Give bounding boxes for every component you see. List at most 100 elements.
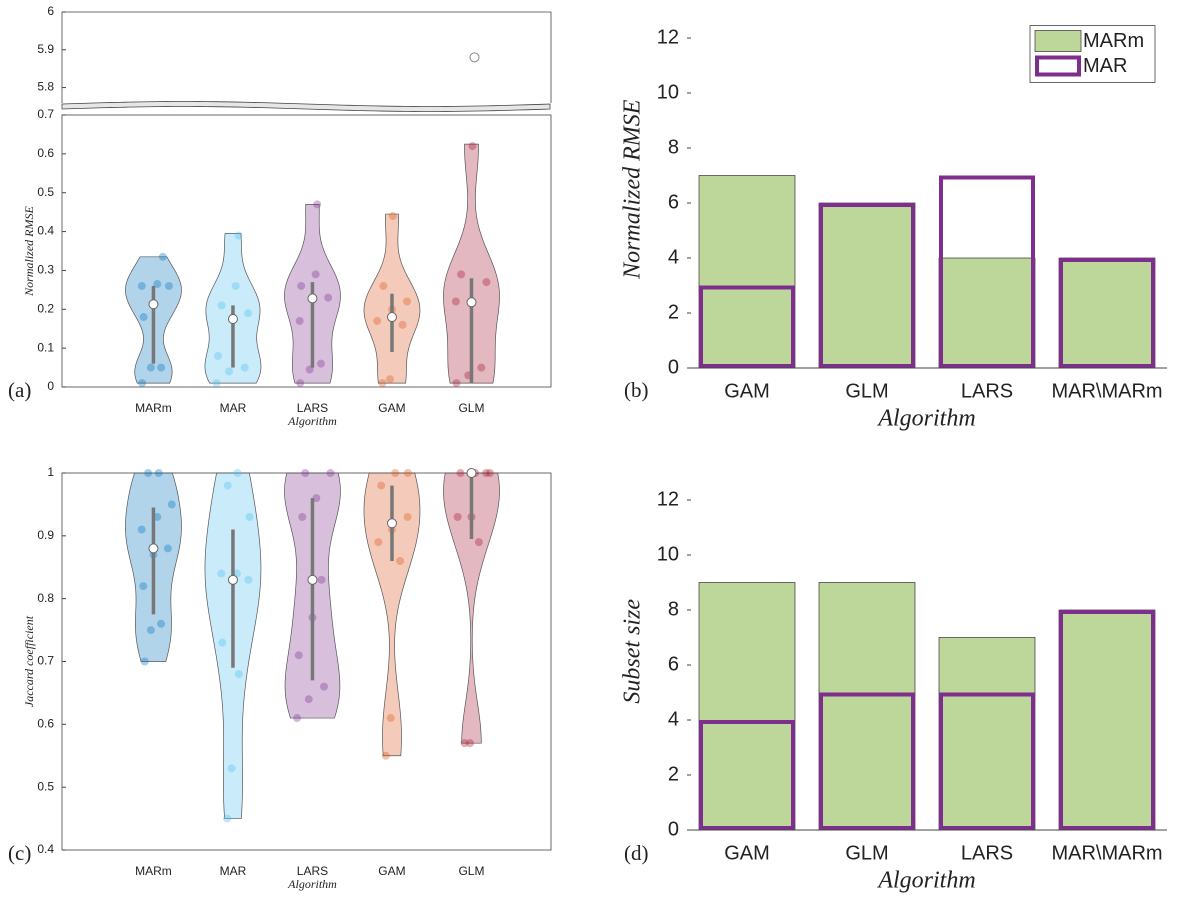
median-marker bbox=[148, 543, 159, 554]
upper-axes-box bbox=[61, 11, 552, 103]
x-tick-label: GAM bbox=[724, 842, 770, 864]
legend-label: MAR bbox=[1083, 55, 1127, 77]
data-point bbox=[144, 469, 153, 477]
data-point bbox=[316, 359, 325, 368]
data-point bbox=[403, 512, 412, 521]
data-point bbox=[451, 297, 460, 306]
data-point bbox=[234, 670, 243, 679]
data-point bbox=[244, 309, 253, 318]
data-point bbox=[377, 481, 386, 490]
x-tick-label: MAR bbox=[220, 401, 247, 415]
violin-body bbox=[363, 472, 421, 757]
bar-outline bbox=[819, 203, 915, 368]
bar bbox=[1058, 609, 1156, 831]
data-point bbox=[158, 252, 167, 261]
x-axis-label: Algorithm bbox=[287, 877, 337, 891]
data-point bbox=[319, 682, 328, 691]
y-tick-label: 5.8 bbox=[37, 80, 54, 94]
data-point bbox=[477, 363, 486, 372]
median-marker bbox=[227, 574, 238, 585]
bar-outline bbox=[1059, 610, 1155, 830]
data-point bbox=[137, 525, 146, 534]
x-tick-label: LARS bbox=[297, 401, 328, 415]
bar-outline bbox=[939, 692, 1035, 830]
y-tick-label: 8 bbox=[668, 598, 679, 620]
data-point bbox=[153, 512, 162, 521]
x-tick-label: MAR bbox=[220, 864, 247, 878]
data-point bbox=[317, 575, 326, 584]
y-tick-label: 2 bbox=[668, 301, 679, 323]
data-point bbox=[403, 469, 412, 477]
y-tick-label: 10 bbox=[657, 543, 679, 565]
data-point bbox=[137, 281, 146, 290]
median-marker bbox=[307, 574, 318, 585]
legend-swatch bbox=[1035, 55, 1081, 77]
data-point bbox=[482, 469, 491, 477]
data-point bbox=[217, 569, 226, 578]
y-axis-label: Normalized RMSE bbox=[22, 206, 36, 297]
data-point bbox=[214, 351, 223, 360]
data-point bbox=[482, 278, 491, 287]
data-point bbox=[212, 379, 221, 388]
y-tick-label: 0.9 bbox=[37, 528, 54, 542]
legend-swatch bbox=[1034, 30, 1082, 52]
data-point bbox=[386, 714, 395, 723]
bar bbox=[938, 257, 1036, 369]
data-point bbox=[297, 281, 306, 290]
data-point bbox=[386, 375, 395, 384]
x-tick-label: MAR\MARm bbox=[1051, 842, 1162, 864]
data-point bbox=[234, 231, 243, 240]
data-point bbox=[244, 575, 253, 584]
y-tick-label: 0.2 bbox=[37, 301, 54, 315]
y-tick-label: 12 bbox=[657, 488, 679, 510]
x-tick-label: LARS bbox=[961, 842, 1013, 864]
x-tick-label: MAR\MARm bbox=[1051, 380, 1162, 402]
x-tick-label: GLM bbox=[458, 864, 484, 878]
data-point bbox=[157, 363, 166, 372]
x-axis-label: Algorithm bbox=[287, 414, 337, 428]
x-tick-label: GAM bbox=[724, 380, 770, 402]
data-point bbox=[245, 512, 254, 521]
panel-label: (c) bbox=[8, 841, 31, 865]
y-tick-label: 8 bbox=[668, 136, 679, 158]
data-point bbox=[231, 281, 240, 290]
y-tick-label: 1 bbox=[47, 465, 54, 479]
median-marker bbox=[466, 297, 477, 308]
data-point bbox=[217, 301, 226, 310]
data-point bbox=[301, 469, 310, 477]
y-tick-label: 0.8 bbox=[37, 591, 54, 605]
data-point bbox=[313, 200, 322, 209]
data-point bbox=[153, 280, 162, 289]
median-marker bbox=[466, 468, 477, 478]
y-tick-label: 10 bbox=[657, 81, 679, 103]
data-point bbox=[240, 363, 249, 372]
y-tick-label: 12 bbox=[657, 26, 679, 48]
y-axis-label: Normalized RMSE bbox=[620, 99, 646, 280]
bar-outline bbox=[699, 720, 795, 830]
data-point bbox=[223, 481, 232, 490]
data-point bbox=[138, 379, 147, 388]
violin-body bbox=[443, 472, 500, 744]
data-point bbox=[233, 469, 242, 477]
data-point bbox=[146, 626, 155, 635]
y-tick-label: 0.7 bbox=[37, 654, 54, 668]
y-tick-label: 0.4 bbox=[37, 842, 54, 856]
median-marker bbox=[148, 299, 159, 310]
x-tick-label: LARS bbox=[961, 380, 1013, 402]
y-tick-label: 4 bbox=[668, 708, 679, 730]
x-tick-label: GLM bbox=[845, 842, 888, 864]
y-tick-label: 4 bbox=[668, 246, 679, 268]
data-point bbox=[388, 212, 397, 221]
x-tick-label: GAM bbox=[378, 864, 405, 878]
data-point bbox=[157, 619, 166, 628]
panel-label: (d) bbox=[624, 841, 649, 865]
data-point bbox=[295, 316, 304, 325]
y-tick-label: 6 bbox=[668, 191, 679, 213]
y-tick-label: 0.3 bbox=[37, 263, 54, 277]
data-point bbox=[453, 512, 462, 521]
data-point bbox=[163, 544, 172, 553]
data-point bbox=[379, 281, 388, 290]
x-tick-label: GLM bbox=[845, 380, 888, 402]
legend-label: MARm bbox=[1083, 30, 1144, 52]
data-point bbox=[466, 739, 475, 748]
